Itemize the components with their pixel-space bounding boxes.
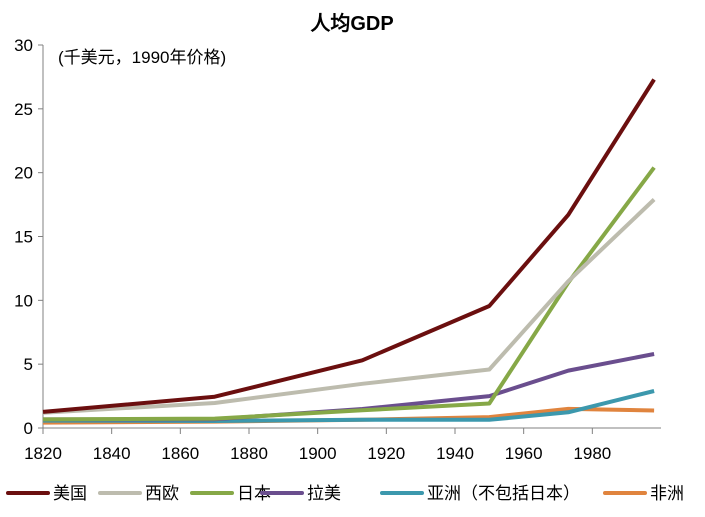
y-tick-label: 25 [14,100,33,119]
x-tick-label: 1840 [93,444,131,463]
y-tick-label: 10 [14,291,33,310]
chart-title: 人均GDP [310,11,393,35]
y-tick-label: 30 [14,36,33,55]
series-line-2 [42,166,656,422]
x-tick-label: 1920 [367,444,405,463]
y-tick-label: 5 [24,355,33,374]
x-tick-label: 1820 [24,444,62,463]
legend-label: 日本 [237,484,271,503]
legend-label: 非洲 [650,484,684,503]
chart-subtitle: (千美元，1990年价格) [58,48,226,67]
x-tick-label: 1960 [505,444,543,463]
x-tick-label: 1860 [161,444,199,463]
y-tick-label: 20 [14,164,33,183]
legend-label: 亚洲（不包括日本） [427,484,580,503]
series-line-1 [42,198,656,415]
legend-label: 美国 [53,484,87,503]
x-tick-label: 1900 [299,444,337,463]
legend-label: 西欧 [145,484,179,503]
legend-label: 拉美 [307,484,341,503]
series-line-0 [42,78,656,414]
x-tick-label: 1940 [436,444,474,463]
y-tick-label: 0 [24,419,33,438]
x-tick-label: 1880 [230,444,268,463]
x-tick-label: 1980 [573,444,611,463]
y-tick-label: 15 [14,228,33,247]
